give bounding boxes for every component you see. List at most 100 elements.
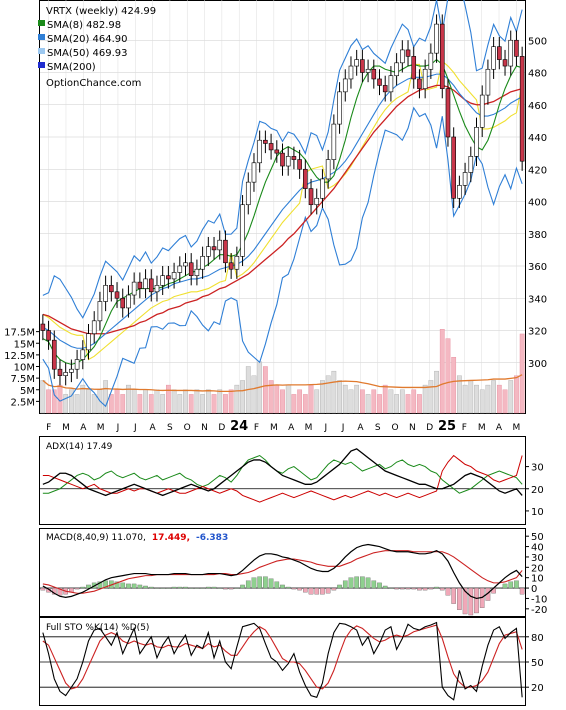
volume-bar [451,357,457,414]
candle-body [308,188,314,206]
volume-bar [457,375,462,414]
candle-body [137,281,143,289]
volume-bar [69,389,74,414]
panel-tick-label: 50 [531,532,544,543]
volume-bar [63,394,69,414]
candle-body [126,294,131,309]
candle-body [303,168,308,189]
candle-body [245,181,251,206]
macd-histogram-bar [405,587,411,590]
candle-body [514,39,519,57]
candle-body [360,59,365,73]
x-tick-label: F [46,423,51,433]
macd-histogram-bar [439,587,445,591]
x-tick-label: M [478,423,486,433]
macd-histogram-bar [80,586,86,589]
volume-bar [120,394,126,414]
x-tick-label: A [496,423,503,433]
candle-body [234,256,240,270]
adx-line [42,448,523,497]
candle-body [154,285,160,293]
panel-tick-label: -10 [531,594,547,605]
volume-tick-label: 15M [14,339,35,350]
candle-body [348,65,354,80]
x-tick-label: S [167,423,173,433]
panel-tick-label: 20 [531,683,544,694]
macd-histogram-bar [314,587,320,595]
volume-bar [445,338,451,414]
volume-bar [439,329,445,414]
macd-histogram-bar [514,580,519,589]
volume-bar [126,384,131,414]
macd-histogram-bar [120,582,126,589]
price-tick-label: 500 [528,36,547,47]
macd-histogram-bar [297,587,302,591]
volume-bar [263,366,268,414]
candle-body [285,156,291,167]
price-tick-label: 380 [528,230,547,241]
macd-histogram-bar [223,587,228,590]
candle-body [320,178,325,199]
macd-histogram-bar [497,587,502,589]
macd-histogram-bar [394,587,399,590]
volume-bar [166,384,171,414]
candle-body [57,368,63,376]
volume-bar [485,384,491,414]
candle-body [291,156,297,160]
legend-swatch-sma20 [38,34,45,40]
x-axis: F M A M J J A S O N D 24 F M A M J J A S O N D 25 F M A M [46,419,520,434]
candle-body [188,262,194,276]
macd-histogram-bar [194,587,200,589]
x-tick-label: 24 [230,419,248,434]
macd-histogram-bar [417,587,422,591]
candle-body [342,78,348,93]
price-tick-label: 460 [528,101,547,112]
macd-histogram-bar [97,581,103,589]
candle-body [479,94,485,128]
minus-di-line [42,454,523,503]
panel-tick-label: -20 [531,605,547,616]
macd-histogram-bar [137,584,143,589]
candle-body [160,275,165,286]
candle-body [268,143,274,151]
volume-bar [80,384,86,414]
macd-histogram-bar [274,581,280,589]
candle-body [46,330,51,341]
macd-histogram-bar [280,584,285,589]
macd-histogram-bar [377,582,382,589]
volume-tick-label: 7.5M [10,374,35,385]
candle-body [240,204,245,257]
macd-histogram-bar [331,587,337,591]
volume-bar [297,389,302,414]
candle-body [63,372,68,376]
macd-signal-line [42,550,523,594]
panel-tick-label: 20 [531,563,544,574]
macd-histogram-bar [154,587,160,589]
volume-bar [46,389,51,414]
candle-body [80,349,86,360]
volume-bar [342,384,348,414]
x-tick-label: M [305,423,313,433]
macd-histogram-bar [411,587,417,590]
candle-body [417,78,422,89]
volume-bar [51,389,57,414]
candle-body [297,159,302,170]
candle-body [40,323,46,331]
candle-body [200,256,205,270]
candle-body [485,68,491,96]
candle-body [428,52,434,70]
price-tick-label: 300 [528,359,547,370]
macd-histogram-bar [240,584,245,589]
volume-bar [285,384,291,414]
macd-histogram-bar [388,587,394,589]
macd-title: MACD(8,40,9) 11.070, 17.449, -6.383 [46,533,228,543]
adx-lines: 30 20 10 [40,448,544,518]
candle-body [497,46,502,60]
volume-bar [491,380,496,414]
macd-histogram-bar [171,586,177,589]
legend-swatch-sma8 [38,20,45,26]
volume-tick-label: 5M [20,386,35,397]
candle-body [171,272,177,280]
candle-body [365,68,371,73]
volume-bar [160,394,166,414]
